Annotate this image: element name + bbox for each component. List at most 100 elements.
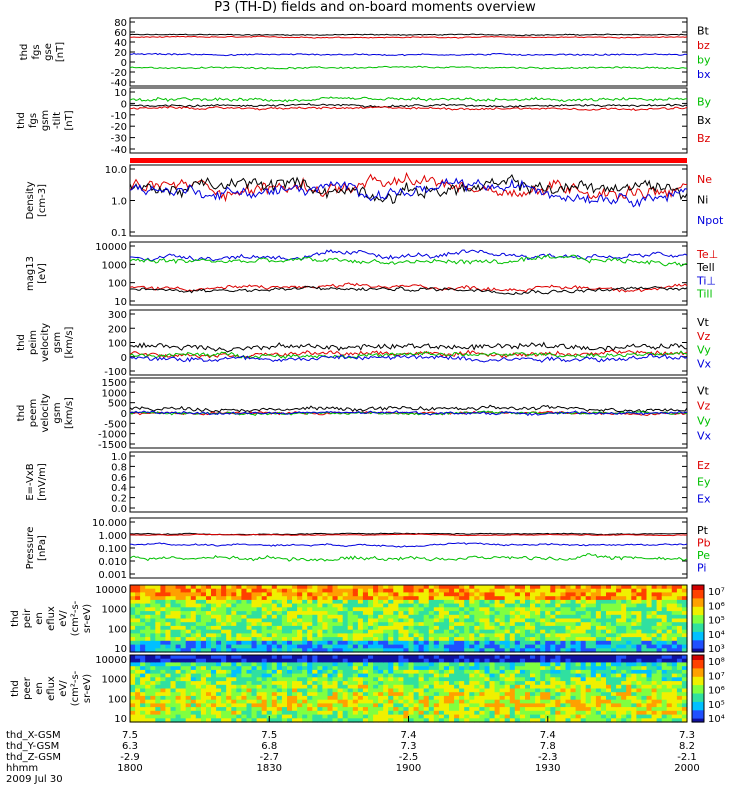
heatmap-cell [535, 640, 541, 646]
heatmap-cell [362, 596, 369, 601]
heatmap-cell [287, 607, 293, 612]
heatmap-cell [519, 688, 526, 693]
heatmap-cell [474, 648, 480, 653]
heatmap-cell [590, 684, 597, 690]
heatmap-cell [651, 666, 658, 671]
heatmap-cell [631, 714, 637, 719]
heatmap-cell [499, 607, 506, 612]
heatmap-cell [570, 603, 577, 608]
heatmap-cell [362, 692, 369, 697]
heatmap-cell [403, 640, 410, 646]
heatmap-cell [292, 669, 298, 675]
heatmap-cell [221, 592, 227, 597]
heatmap-cell [347, 681, 354, 686]
heatmap-cell [626, 640, 632, 646]
heatmap-cell [302, 718, 308, 723]
heatmap-cell [327, 618, 334, 623]
heatmap-cell [550, 618, 556, 623]
heatmap-cell [413, 637, 420, 642]
heatmap-cell [281, 684, 288, 690]
heatmap-cell [226, 625, 232, 631]
heatmap-cell [271, 692, 278, 697]
heatmap-cell [337, 599, 344, 605]
colorbar-frame [691, 584, 705, 653]
heatmap-cell [438, 669, 445, 675]
heatmap-cell [322, 607, 329, 612]
heatmap-cell [479, 655, 486, 660]
heatmap-cell [287, 703, 293, 708]
heatmap-cell [362, 599, 369, 605]
heatmap-cell [504, 677, 511, 682]
heatmap-cell [535, 596, 541, 601]
heatmap-cell [631, 607, 637, 612]
heatmap-cell [580, 588, 587, 593]
heatmap-cell [428, 629, 435, 634]
heatmap-cell [408, 607, 415, 612]
heatmap-cell [464, 599, 470, 605]
heatmap-cell [595, 611, 602, 616]
heatmap-cell [423, 692, 430, 697]
heatmap-cell [165, 629, 172, 634]
heatmap-cell [185, 703, 192, 708]
heatmap-cell [398, 603, 405, 608]
heatmap-cell [135, 640, 141, 646]
heatmap-cell [246, 673, 253, 678]
heatmap-cell [590, 637, 597, 642]
heatmap-cell [413, 640, 420, 646]
heatmap-cell [261, 648, 268, 653]
heatmap-cell [585, 677, 592, 682]
heatmap-cell [656, 714, 663, 719]
heatmap-cell [641, 681, 648, 686]
heatmap-cell [681, 688, 688, 693]
heatmap-cell [302, 637, 308, 642]
heatmap-cell [519, 703, 526, 708]
heatmap-cell [190, 607, 197, 612]
heatmap-cell [413, 695, 420, 701]
legend-entry: Ni [697, 193, 708, 206]
heatmap-cell [590, 688, 597, 693]
heatmap-cell [347, 625, 354, 631]
heatmap-cell [459, 585, 465, 590]
heatmap-cell [332, 644, 339, 649]
heatmap-cell [555, 666, 561, 671]
heatmap-cell [454, 662, 460, 667]
heatmap-cell [651, 611, 658, 616]
series-line-Vt [129, 341, 688, 353]
heatmap-cell [271, 677, 278, 682]
heatmap-cell [464, 666, 470, 671]
heatmap-cell [540, 588, 546, 593]
y-axis-label: Density [25, 181, 36, 219]
heatmap-cell [256, 644, 263, 649]
heatmap-cell [266, 648, 273, 653]
heatmap-cell [661, 699, 668, 704]
heatmap-cell [211, 655, 217, 660]
heatmap-cell [600, 588, 607, 593]
heatmap-cell [383, 637, 389, 642]
heatmap-cell [479, 607, 486, 612]
heatmap-cell [145, 710, 151, 716]
heatmap-cell [383, 688, 389, 693]
heatmap-cell [550, 718, 556, 723]
heatmap-cell [165, 588, 172, 593]
heatmap-cell [499, 655, 506, 660]
heatmap-cell [271, 603, 278, 608]
heatmap-cell [459, 681, 465, 686]
heatmap-cell [373, 684, 379, 690]
heatmap-cell [327, 658, 334, 663]
heatmap-cell [540, 673, 546, 678]
heatmap-cell [550, 699, 556, 704]
heatmap-cell [661, 592, 668, 597]
heatmap-cell [307, 673, 313, 678]
heatmap-cell [155, 714, 161, 719]
heatmap-cell [509, 655, 516, 660]
heatmap-cell [606, 603, 612, 608]
heatmap-cell [317, 603, 324, 608]
heatmap-cell [621, 681, 627, 686]
heatmap-cell [190, 644, 197, 649]
heatmap-cell [489, 718, 496, 723]
heatmap-cell [550, 614, 556, 620]
heatmap-cell [368, 669, 374, 675]
heatmap-cell [185, 592, 192, 597]
heatmap-cell [651, 648, 658, 653]
heatmap-cell [661, 662, 668, 667]
